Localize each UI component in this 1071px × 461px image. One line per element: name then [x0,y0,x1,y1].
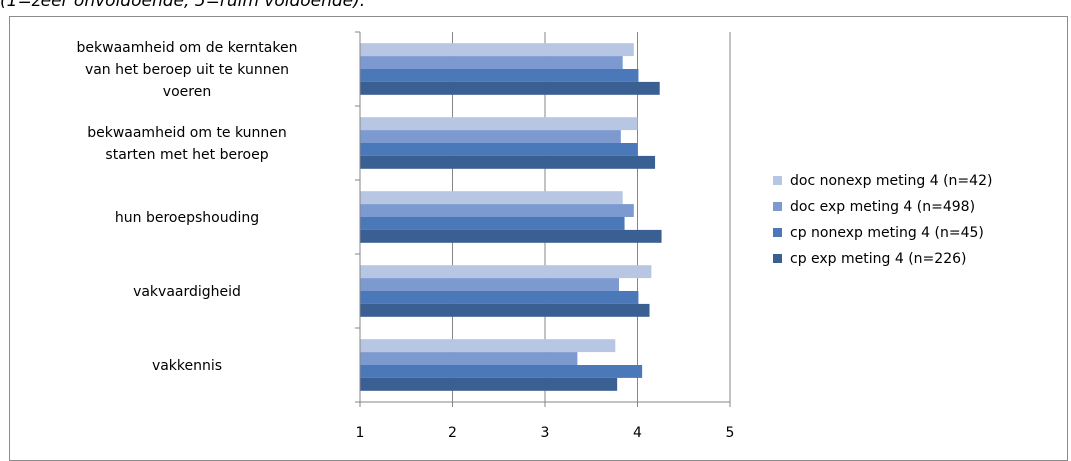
x-tick-label: 3 [541,425,550,441]
bar [360,377,618,391]
category-label: hun beroepshouding [115,210,259,226]
bar [360,352,578,365]
bar [360,155,656,169]
x-tick-label: 2 [448,425,457,441]
category-label: vakkennis [152,358,222,374]
x-tick-label: 1 [356,425,365,441]
category-label: bekwaamheid om te kunnen starten met het … [87,125,287,163]
bar [360,291,639,304]
x-tick-label: 5 [726,425,735,441]
bar [360,339,616,353]
bar [360,365,643,378]
axes [355,31,731,407]
legend-label: cp exp meting 4 (n=226) [790,251,966,267]
category-label: bekwaamheid om de kerntaken van het beroe… [77,40,298,100]
bar [360,204,634,217]
legend-swatch [773,254,782,263]
category-labels: bekwaamheid om de kerntaken van het beroe… [77,40,298,374]
category-label: vakvaardigheid [133,284,241,300]
bar [360,130,621,143]
legend-label: cp nonexp meting 4 (n=45) [790,225,984,241]
bar [360,217,625,230]
bar [360,56,623,69]
x-tick-label: 4 [633,425,642,441]
bars [360,43,662,391]
bar [360,117,638,131]
bar [360,303,650,317]
bar [360,81,660,95]
bar [360,229,662,243]
legend-swatch [773,202,782,211]
bar [360,69,639,82]
legend-swatch [773,228,782,237]
legend-label: doc exp meting 4 (n=498) [790,199,975,215]
bar [360,191,623,205]
bar [360,278,619,291]
chart-caption: (1=zeer onvoldoende, 5=ruim voldoende). [0,0,366,11]
bar [360,265,652,279]
legend-label: doc nonexp meting 4 (n=42) [790,173,992,189]
legend: doc nonexp meting 4 (n=42) doc exp meting… [773,173,992,267]
bar [360,43,634,57]
x-tick-labels: 1 2 3 4 5 [356,425,735,441]
legend-swatch [773,176,782,185]
bar [360,143,638,156]
